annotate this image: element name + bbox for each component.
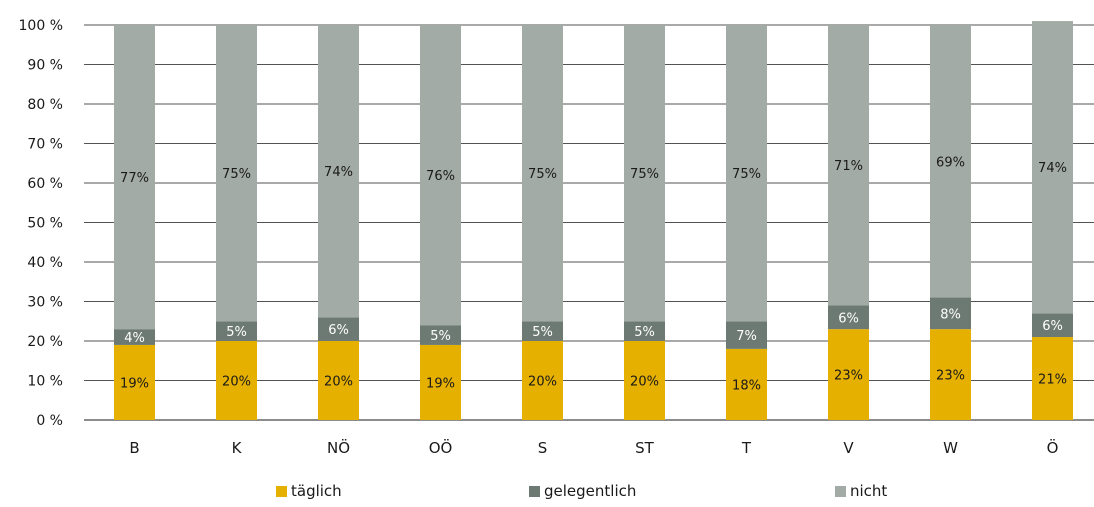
data-label: 20%	[222, 375, 251, 390]
y-tick-label: 100 %	[19, 18, 63, 34]
bar-täglich-T	[726, 348, 767, 420]
bar-nicht-OÖ	[420, 25, 461, 326]
bar-nicht-Ö	[1032, 21, 1073, 314]
bar-täglich-NÖ	[318, 341, 359, 420]
data-label: 71%	[834, 159, 863, 174]
legend-swatch	[835, 485, 846, 497]
data-label: 75%	[222, 167, 251, 182]
data-labels: 19% 4% 77% 20% 5% 75% 20% 6% 74% 19% 5% 76% 20% 5% 75%…	[120, 155, 1067, 393]
bar-täglich-V	[828, 329, 869, 420]
x-category-label: Ö	[1047, 438, 1059, 457]
legend-swatch	[276, 485, 287, 497]
legend-label: täglich	[291, 482, 342, 500]
bars	[114, 21, 1073, 420]
bar-täglich-S	[522, 341, 563, 420]
data-label: 4%	[124, 331, 145, 346]
data-label: 21%	[1038, 373, 1067, 388]
data-label: 77%	[120, 171, 149, 186]
legend-label: nicht	[850, 482, 888, 500]
data-label: 23%	[936, 369, 965, 384]
data-label: 7%	[736, 329, 757, 344]
y-tick-label: 20 %	[27, 334, 63, 350]
bar-gelegentlich-B	[114, 329, 155, 345]
bar-nicht-B	[114, 25, 155, 330]
data-label: 6%	[838, 311, 859, 326]
data-label: 20%	[630, 375, 659, 390]
data-label: 75%	[528, 167, 557, 182]
bar-täglich-Ö	[1032, 337, 1073, 420]
y-tick-label: 80 %	[27, 97, 63, 113]
data-label: 5%	[634, 325, 655, 340]
x-category-label: OÖ	[429, 438, 453, 457]
data-label: 8%	[940, 307, 961, 322]
bar-täglich-B	[114, 344, 155, 420]
y-tick-label: 90 %	[27, 58, 63, 74]
data-label: 18%	[732, 378, 761, 393]
bar-gelegentlich-Ö	[1032, 313, 1073, 338]
x-category-label: V	[843, 439, 854, 457]
data-label: 6%	[1042, 319, 1063, 334]
y-tick-label: 30 %	[27, 295, 63, 311]
x-category-label: B	[129, 439, 139, 457]
x-axis-category-labels: B K NÖ OÖ S ST T V W Ö	[129, 438, 1058, 457]
data-label: 19%	[426, 376, 455, 391]
data-label: 75%	[732, 167, 761, 182]
bar-gelegentlich-V	[828, 305, 869, 330]
bar-gelegentlich-NÖ	[318, 317, 359, 341]
bar-nicht-K	[216, 25, 257, 322]
y-tick-label: 10 %	[27, 374, 63, 390]
legend-item: nicht	[835, 482, 887, 500]
legend-swatch	[529, 485, 540, 497]
legend: täglich gelegentlich nicht	[0, 482, 1094, 506]
data-label: 6%	[328, 323, 349, 338]
legend-label: gelegentlich	[544, 482, 637, 500]
x-category-label: T	[741, 439, 752, 457]
bar-gelegentlich-W	[930, 297, 971, 330]
bar-nicht-T	[726, 25, 767, 322]
bar-nicht-V	[828, 25, 869, 306]
y-tick-label: 40 %	[27, 255, 63, 271]
x-category-label: NÖ	[327, 438, 350, 457]
data-label: 20%	[528, 375, 557, 390]
bar-nicht-NÖ	[318, 25, 359, 318]
data-label: 5%	[226, 325, 247, 340]
y-tick-label: 60 %	[27, 176, 63, 192]
data-label: 19%	[120, 376, 149, 391]
bar-gelegentlich-ST	[624, 321, 665, 341]
data-label: 5%	[430, 329, 451, 344]
y-axis-tick-labels: 0 % 10 % 20 % 30 % 40 % 50 % 60 % 70 % 80 % 90 % 1…	[19, 18, 63, 429]
y-tick-label: 50 %	[27, 216, 63, 232]
bar-gelegentlich-T	[726, 321, 767, 349]
y-tick-label: 0 %	[36, 413, 63, 429]
bar-gelegentlich-K	[216, 321, 257, 341]
data-label: 5%	[532, 325, 553, 340]
bar-nicht-W	[930, 25, 971, 298]
bar-täglich-ST	[624, 341, 665, 420]
x-category-label: W	[943, 439, 958, 457]
legend-item: gelegentlich	[529, 482, 636, 500]
legend-item: täglich	[276, 482, 342, 500]
bar-täglich-OÖ	[420, 344, 461, 420]
data-label: 76%	[426, 169, 455, 184]
x-category-label: K	[232, 439, 243, 457]
data-label: 74%	[1038, 161, 1067, 176]
x-category-label: S	[538, 439, 548, 457]
bar-nicht-S	[522, 25, 563, 322]
y-tick-label: 70 %	[27, 137, 63, 153]
data-label: 75%	[630, 167, 659, 182]
data-label: 74%	[324, 165, 353, 180]
data-label: 20%	[324, 375, 353, 390]
bar-gelegentlich-S	[522, 321, 563, 341]
data-label: 23%	[834, 369, 863, 384]
bar-täglich-K	[216, 341, 257, 420]
x-category-label: ST	[635, 439, 655, 457]
bar-täglich-W	[930, 329, 971, 420]
stacked-bar-chart: 0 % 10 % 20 % 30 % 40 % 50 % 60 % 70 % 80 % 90 % 1…	[19, 18, 1094, 457]
bar-gelegentlich-OÖ	[420, 325, 461, 345]
data-label: 69%	[936, 155, 965, 170]
bar-nicht-ST	[624, 25, 665, 322]
